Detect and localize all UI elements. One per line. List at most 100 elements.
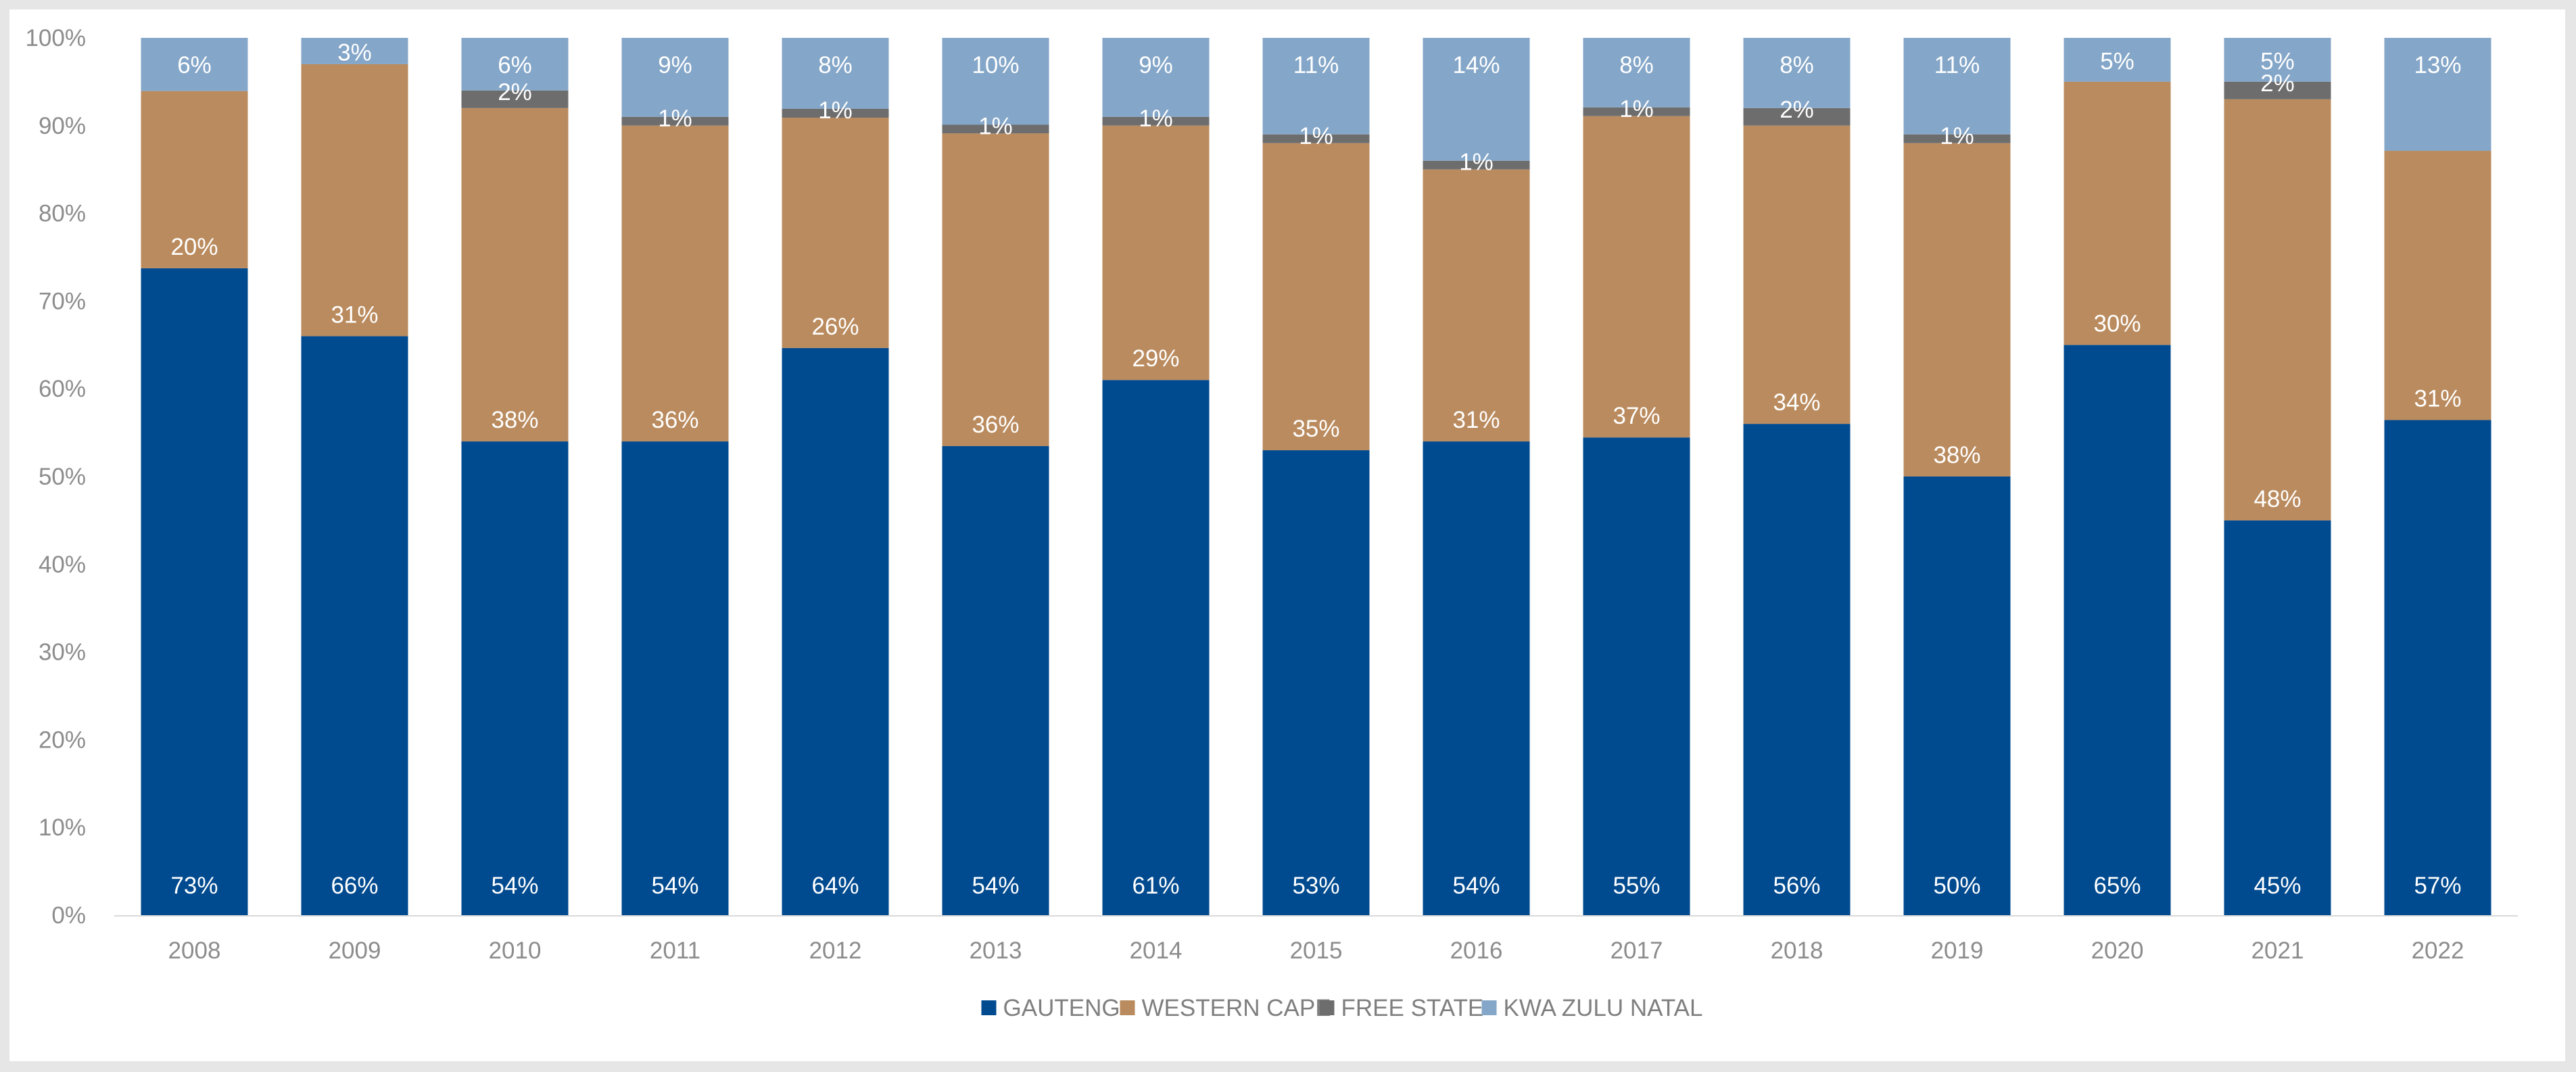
bar-segment xyxy=(942,38,1049,125)
data-label: 54% xyxy=(651,873,698,899)
data-label: 1% xyxy=(1299,123,1333,149)
data-label: 3% xyxy=(337,39,372,66)
bar-segment xyxy=(2384,420,2491,915)
data-label: 37% xyxy=(1613,403,1660,429)
bar-segment xyxy=(2224,38,2331,82)
bar-segment xyxy=(1743,107,1851,126)
bar-segment xyxy=(1262,143,1370,451)
bar-segment xyxy=(2384,151,2491,420)
data-label: 29% xyxy=(1132,345,1179,372)
y-tick-label: 60% xyxy=(39,376,86,402)
legend: GAUTENG WESTERN CAPE FREE STATE KWA ZULU NA… xyxy=(981,995,1702,1021)
bar-segment xyxy=(1262,38,1370,135)
legend-label: WESTERN CAPE xyxy=(1142,995,1331,1021)
data-label: 54% xyxy=(972,873,1019,899)
bar-segment xyxy=(461,90,569,108)
data-label: 48% xyxy=(2253,486,2301,512)
x-tick-label: 2008 xyxy=(168,937,221,964)
data-label: 5% xyxy=(2100,48,2134,74)
data-label: 1% xyxy=(1940,123,1974,149)
bar-segment xyxy=(2064,81,2171,345)
bar-segment xyxy=(782,38,889,109)
x-tick-label: 2010 xyxy=(489,937,542,964)
bar-segment xyxy=(1583,116,1690,438)
data-label: 26% xyxy=(811,314,859,340)
legend-swatch xyxy=(1120,1000,1135,1015)
bar-segment xyxy=(1423,169,1530,442)
bar-segment xyxy=(2224,520,2331,915)
bar-segment xyxy=(2064,38,2171,82)
data-label: 34% xyxy=(1773,389,1820,416)
data-label: 54% xyxy=(491,873,538,899)
data-label: 10% xyxy=(972,52,1019,78)
y-tick-label: 40% xyxy=(39,552,86,578)
bar-segment xyxy=(621,38,729,117)
data-label: 8% xyxy=(1780,52,1814,78)
stacked-bar-chart: 0%10%20%30%40%50%60%70%80%90%100% 2008 20… xyxy=(25,25,2518,1021)
y-tick-label: 0% xyxy=(51,902,86,929)
bar-segment xyxy=(1743,125,1851,424)
bar-segment xyxy=(1903,134,2011,143)
x-tick-label: 2017 xyxy=(1611,937,1663,964)
data-label: 13% xyxy=(2414,52,2461,78)
bar-segment xyxy=(782,347,889,915)
x-tick-label: 2009 xyxy=(329,937,381,964)
bar-segment xyxy=(1743,424,1851,915)
legend-label: GAUTENG xyxy=(1003,995,1120,1021)
x-tick-label: 2019 xyxy=(1931,937,1984,964)
bar-segment xyxy=(782,108,889,118)
data-label: 8% xyxy=(1619,52,1654,78)
bar-segment xyxy=(2384,38,2491,151)
x-tick-label: 2018 xyxy=(1771,937,1823,964)
bar-segment xyxy=(1583,38,1690,107)
bar-segment xyxy=(301,38,408,64)
bar-segment xyxy=(301,336,408,915)
data-label: 64% xyxy=(811,873,859,899)
bar-segment xyxy=(1903,477,2011,915)
data-label: 36% xyxy=(651,407,698,433)
data-label: 9% xyxy=(1139,52,1173,78)
data-label: 2% xyxy=(498,79,532,105)
y-tick-label: 20% xyxy=(39,727,86,753)
bar-segment xyxy=(2064,345,2171,915)
data-label: 1% xyxy=(1139,105,1173,132)
bar-segment xyxy=(1102,380,1210,915)
bar-segment xyxy=(1262,450,1370,915)
data-label: 6% xyxy=(177,52,212,78)
bar-segment xyxy=(1903,38,2011,135)
data-label: 45% xyxy=(2253,873,2301,899)
data-label: 1% xyxy=(1459,149,1494,176)
y-tick-label: 100% xyxy=(25,25,86,51)
bar-segment xyxy=(141,38,248,91)
x-tick-label: 2016 xyxy=(1450,937,1503,964)
legend-swatch xyxy=(981,1000,997,1015)
data-label: 54% xyxy=(1452,873,1500,899)
y-tick-label: 30% xyxy=(39,639,86,666)
data-label: 53% xyxy=(1292,873,1339,899)
y-tick-label: 70% xyxy=(39,288,86,314)
data-label: 11% xyxy=(1293,52,1339,78)
data-label: 30% xyxy=(2093,310,2141,337)
bar-segment xyxy=(1102,125,1210,381)
data-label: 9% xyxy=(658,52,692,78)
bar-segment xyxy=(141,91,248,268)
data-label: 61% xyxy=(1132,873,1179,899)
data-label: 38% xyxy=(491,407,538,433)
data-label: 1% xyxy=(1619,96,1654,122)
x-tick-label: 2022 xyxy=(2412,937,2464,964)
bar-segment xyxy=(1903,143,2011,477)
bar-segment xyxy=(1423,441,1530,915)
bar-segment xyxy=(621,116,729,126)
data-label: 38% xyxy=(1933,442,1980,468)
legend-swatch xyxy=(1481,1000,1497,1015)
y-tick-label: 80% xyxy=(39,201,86,227)
data-label: 1% xyxy=(818,97,853,124)
legend-label: FREE STATE xyxy=(1341,995,1484,1021)
data-label: 20% xyxy=(170,234,218,260)
bar-segment xyxy=(141,268,248,915)
x-tick-label: 2013 xyxy=(970,937,1022,964)
x-tick-label: 2011 xyxy=(650,937,700,964)
bar-segment xyxy=(1583,107,1690,116)
data-label: 5% xyxy=(2260,48,2295,74)
x-tick-label: 2021 xyxy=(2251,937,2304,964)
